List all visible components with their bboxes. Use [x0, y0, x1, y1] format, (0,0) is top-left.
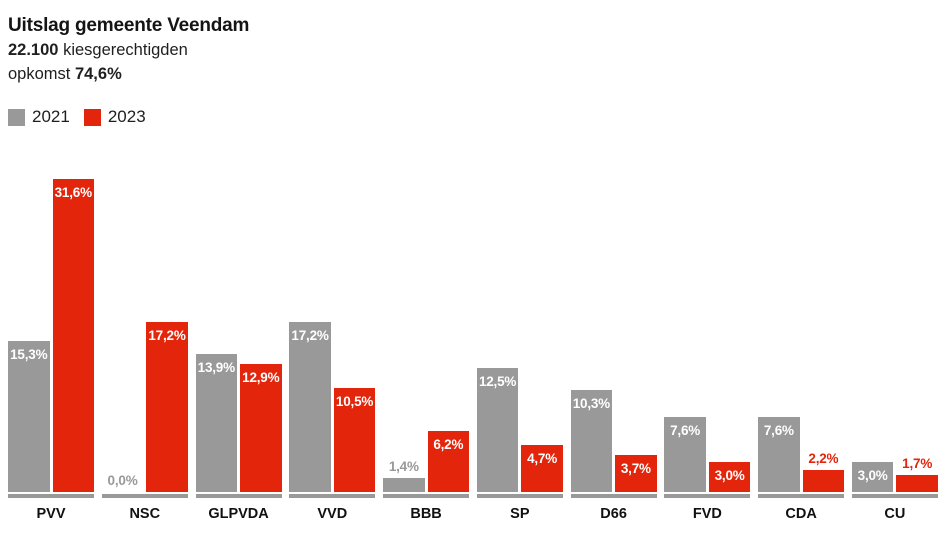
- bars-bbb: 1,4% 6,2%: [383, 162, 470, 492]
- bar-group-bbb: 1,4% 6,2% BBB: [383, 162, 470, 522]
- bars-sp: 12,5% 4,7%: [476, 162, 563, 492]
- legend-label-2021: 2021: [32, 107, 70, 126]
- bar-value-2023-sp: 4,7%: [527, 451, 558, 466]
- bar-group-cu: 3,0% 1,7% CU: [851, 162, 938, 522]
- bar-value-2021-pvv: 15,3%: [10, 347, 48, 362]
- bar-2021-vvd: 17,2%: [289, 322, 331, 492]
- category-label-cda: CDA: [785, 506, 817, 522]
- bar-2023-d66: 3,7%: [615, 455, 657, 492]
- bar-value-2021-glpvda: 13,9%: [197, 360, 235, 375]
- bar-value-2023-fvd: 3,0%: [714, 468, 745, 483]
- baseline-d66: [570, 494, 657, 498]
- bar-group-d66: 10,3% 3,7% D66: [570, 162, 657, 522]
- chart-header: Uitslag gemeente Veendam 22.100 kiesgere…: [8, 14, 938, 86]
- baseline-glpvda: [195, 494, 282, 498]
- category-label-cu: CU: [884, 506, 906, 522]
- category-label-vvd: VVD: [317, 506, 348, 522]
- bar-2021-sp: 12,5%: [476, 368, 519, 492]
- bar-2021-bbb: 1,4%: [383, 459, 425, 492]
- bar-2023-bbb: 6,2%: [427, 431, 470, 492]
- bar-2023-vvd: 10,5%: [333, 388, 376, 492]
- baseline-vvd: [289, 494, 376, 498]
- bar-value-2021-sp: 12,5%: [478, 374, 517, 389]
- bar-2023-cda: 2,2%: [802, 451, 845, 492]
- bars-d66: 10,3% 3,7%: [570, 162, 657, 492]
- bar-value-2021-bbb: 1,4%: [388, 459, 419, 474]
- bars-vvd: 17,2% 10,5%: [289, 162, 376, 492]
- bar-2021-pvv: 15,3%: [8, 341, 50, 492]
- bar-2021-cu: 3,0%: [851, 462, 894, 492]
- bar-2021-glpvda: 13,9%: [195, 354, 238, 492]
- bar-group-cda: 7,6% 2,2% CDA: [758, 162, 845, 522]
- category-label-glpvda: GLPVDA: [208, 506, 269, 522]
- bar-value-2023-cu: 1,7%: [902, 456, 933, 471]
- bar-value-2023-d66: 3,7%: [620, 461, 651, 476]
- bar-group-sp: 12,5% 4,7% SP: [476, 162, 563, 522]
- bars-cda: 7,6% 2,2%: [758, 162, 845, 492]
- bar-chart: 15,3% 31,6% PVV 0,0% 17,2% NSC 13,9% 12,9% GLPVD…: [8, 162, 938, 522]
- bar-2021-d66: 10,3%: [570, 390, 613, 492]
- legend-item-2021: 2021: [8, 107, 70, 127]
- bar-2023-pvv: 31,6%: [52, 179, 94, 492]
- bars-fvd: 7,6% 3,0%: [664, 162, 751, 492]
- electorate-value: 22.100: [8, 41, 59, 59]
- baseline-nsc: [101, 494, 188, 498]
- bars-glpvda: 13,9% 12,9%: [195, 162, 282, 492]
- category-label-fvd: FVD: [692, 506, 722, 522]
- category-label-nsc: NSC: [129, 506, 161, 522]
- bar-group-vvd: 17,2% 10,5% VVD: [289, 162, 376, 522]
- category-label-pvv: PVV: [36, 506, 66, 522]
- baseline-cda: [758, 494, 845, 498]
- legend-item-2023: 2023: [83, 107, 146, 127]
- baseline-bbb: [383, 494, 470, 498]
- legend-swatch-2021: [8, 108, 25, 126]
- legend: 2021 2023: [8, 107, 938, 127]
- baseline-cu: [851, 494, 938, 498]
- bar-2021-fvd: 7,6%: [664, 417, 706, 492]
- bar-value-2023-bbb: 6,2%: [433, 437, 464, 452]
- legend-label-2023: 2023: [107, 107, 146, 126]
- category-label-bbb: BBB: [410, 506, 442, 522]
- turnout-label: opkomst: [8, 65, 71, 83]
- bar-value-2023-vvd: 10,5%: [335, 394, 374, 409]
- bar-2023-sp: 4,7%: [521, 445, 563, 492]
- legend-swatch-2023: [83, 108, 101, 126]
- bar-value-2021-d66: 10,3%: [572, 396, 610, 411]
- bars-pvv: 15,3% 31,6%: [8, 162, 94, 492]
- bar-2023-cu: 1,7%: [896, 456, 938, 492]
- bars-cu: 3,0% 1,7%: [851, 162, 938, 492]
- bar-value-2023-pvv: 31,6%: [54, 185, 92, 200]
- category-label-d66: D66: [600, 506, 627, 522]
- bar-value-2021-cda: 7,6%: [763, 423, 794, 438]
- bar-2023-glpvda: 12,9%: [240, 364, 282, 492]
- turnout-line: opkomst 74,6%: [8, 62, 938, 86]
- electorate-label: kiesgerechtigden: [63, 41, 188, 59]
- baseline-sp: [476, 494, 563, 498]
- bar-value-2021-vvd: 17,2%: [291, 328, 329, 343]
- category-label-sp: SP: [510, 506, 530, 522]
- turnout-value: 74,6%: [74, 65, 122, 83]
- bar-value-2023-cda: 2,2%: [808, 451, 839, 466]
- electorate-line: 22.100 kiesgerechtigden: [8, 38, 938, 62]
- bar-value-2021-nsc: 0,0%: [107, 473, 138, 488]
- bar-2023-fvd: 3,0%: [708, 462, 751, 492]
- bar-2021-cda: 7,6%: [758, 417, 800, 492]
- bar-group-glpvda: 13,9% 12,9% GLPVDA: [195, 162, 282, 522]
- page-title: Uitslag gemeente Veendam: [8, 15, 250, 36]
- bar-value-2021-fvd: 7,6%: [670, 423, 701, 438]
- bar-group-fvd: 7,6% 3,0% FVD: [664, 162, 751, 522]
- bars-nsc: 0,0% 17,2%: [102, 162, 188, 492]
- baseline-fvd: [664, 494, 751, 498]
- bar-value-2021-cu: 3,0%: [857, 468, 888, 483]
- baseline-pvv: [8, 494, 94, 498]
- bar-group-nsc: 0,0% 17,2% NSC: [101, 162, 188, 522]
- bar-group-pvv: 15,3% 31,6% PVV: [8, 162, 94, 522]
- bar-2023-nsc: 17,2%: [146, 322, 188, 492]
- bar-value-2023-glpvda: 12,9%: [242, 370, 280, 385]
- bar-value-2023-nsc: 17,2%: [148, 328, 186, 343]
